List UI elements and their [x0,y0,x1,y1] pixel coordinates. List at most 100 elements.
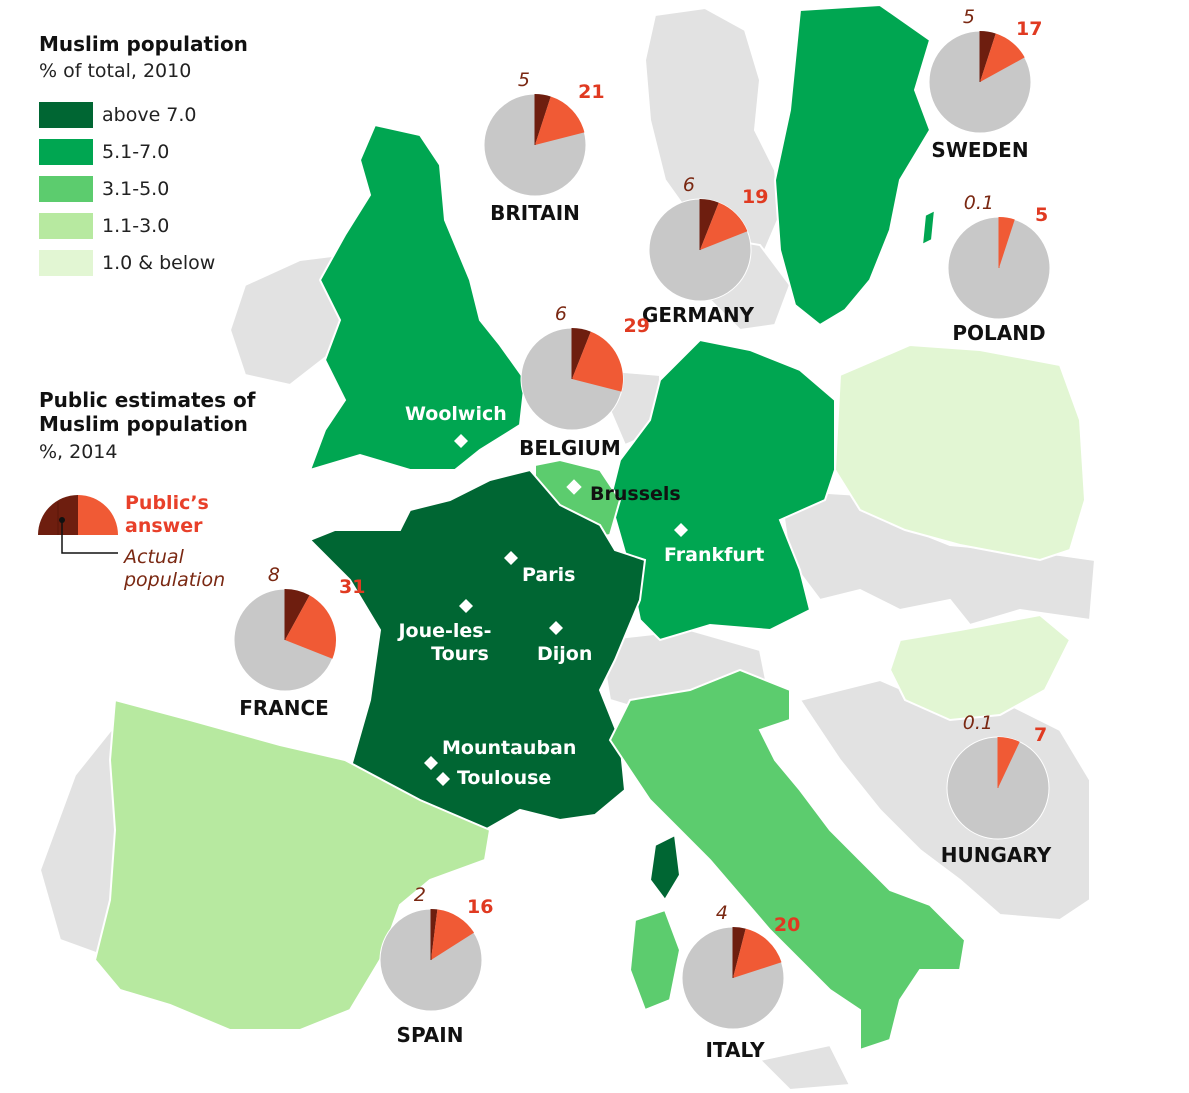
pie-answer-slice [733,928,782,978]
pie-actual-value: 6 [555,303,567,325]
britain-shape [308,123,527,472]
legend-title: Muslim population [39,32,248,56]
country-pies: 5 21 BRITAIN 5 17 SWEDEN 6 19 GERMANY 0.1 5 POLAND 6… [233,6,1052,1062]
pie-answer-value: 21 [578,81,604,103]
country-label: SWEDEN [931,138,1028,162]
country-label: POLAND [952,321,1045,345]
legend-row: above 7.0 [39,102,197,128]
legend-swatch [39,250,93,276]
city-marker [436,772,450,786]
city-label: Paris [522,564,575,586]
pie-answer-slice [535,96,585,145]
city-label: Mountauban [442,737,576,759]
city-marker [454,434,468,448]
hungary-shape [888,613,1072,722]
pie-actual-value: 0.1 [964,192,994,214]
spain-shape [93,698,492,1031]
legend-label: 3.1-5.0 [102,178,170,200]
city-label: Tours [431,643,489,665]
pie-actual-slice [700,199,719,250]
legend-swatch [39,176,93,202]
pie-actual-value: 8 [268,564,280,586]
city-marker [459,599,473,613]
sardinia-shape [628,908,682,1012]
pie-actual-value: 2 [414,884,426,906]
legend-label: 1.1-3.0 [102,215,170,237]
pie-actual-slice [980,31,996,82]
key-actual-label: Actual population [124,546,226,591]
pie-answer-slice [700,202,748,250]
pie-answer-slice [980,33,1025,82]
country-shapes [93,3,1087,1052]
legend-swatch [39,213,93,239]
legend-key-pie [38,495,118,554]
poland-shape [833,343,1087,562]
pie-answer-value: 19 [742,186,768,208]
pie-answer-value: 5 [1035,204,1048,226]
corsica-shape [648,833,682,902]
public-estimates-title: Public estimates of Muslim population [39,388,256,436]
legend-row: 3.1-5.0 [39,176,169,202]
key-answer-label: Public’s answer [125,492,209,537]
city-label: Frankfurt [664,544,764,566]
legend-subtitle: % of total, 2010 [39,60,192,82]
country-label: FRANCE [239,696,329,720]
france-shape [308,468,647,832]
norway-land [643,6,782,252]
pie-actual-value: 5 [963,6,975,28]
country-label: GERMANY [642,303,755,327]
country-label: SPAIN [397,1023,464,1047]
pie-actual-value: 5 [518,69,530,91]
gotland-shape [920,208,937,247]
pie-actual-value: 6 [683,174,695,196]
pie-answer-slice [998,737,1020,788]
pie-answer-slice [572,331,624,392]
city-marker [424,756,438,770]
city-marker [504,551,518,565]
pie-answer-slice [431,909,475,960]
legend-label: 1.0 & below [102,252,216,274]
other-land [38,6,1097,1092]
city-marker [549,621,563,635]
sweden-shape [773,3,932,327]
legend-label: 5.1-7.0 [102,141,170,163]
legend-swatch [39,139,93,165]
city-marker [674,523,688,537]
pie-answer-value: 31 [339,576,365,598]
pie-answer-value: 7 [1034,724,1047,746]
legend-label: above 7.0 [102,104,197,126]
legend-row: 1.1-3.0 [39,213,169,239]
pie-actual-value: 4 [716,902,728,924]
legend-swatch [39,102,93,128]
public-estimates-subtitle: %, 2014 [39,441,118,463]
pie-actual-slice [431,909,438,960]
pie-actual-slice [535,94,551,145]
germany-shape [608,338,836,642]
sicily-land [757,1043,852,1092]
city-label: Toulouse [457,767,551,789]
pie-answer-value: 20 [774,914,800,936]
italy-shape [608,668,967,1052]
pie-answer-value: 29 [623,315,649,337]
pie-answer-slice [285,595,336,659]
city-marker [566,479,582,495]
pie-answer-slice [999,217,1015,268]
city-label: Joue-les- [396,620,491,642]
city-label: Dijon [537,643,592,665]
pie-answer-value: 16 [467,896,493,918]
legend-row: 5.1-7.0 [39,139,169,165]
country-label: BRITAIN [490,201,580,225]
country-label: ITALY [705,1038,765,1062]
city-label: Brussels [590,483,681,505]
country-label: HUNGARY [941,843,1052,867]
pie-actual-value: 0.1 [963,712,993,734]
key-answer-half [78,495,118,535]
country-label: BELGIUM [519,436,621,460]
pie-actual-slice [285,589,310,640]
pie-answer-value: 17 [1016,18,1042,40]
key-pointer-line [61,520,118,554]
pie-actual-slice [572,328,591,379]
pie-actual-slice [733,927,746,978]
city-label: Woolwich [405,403,507,425]
